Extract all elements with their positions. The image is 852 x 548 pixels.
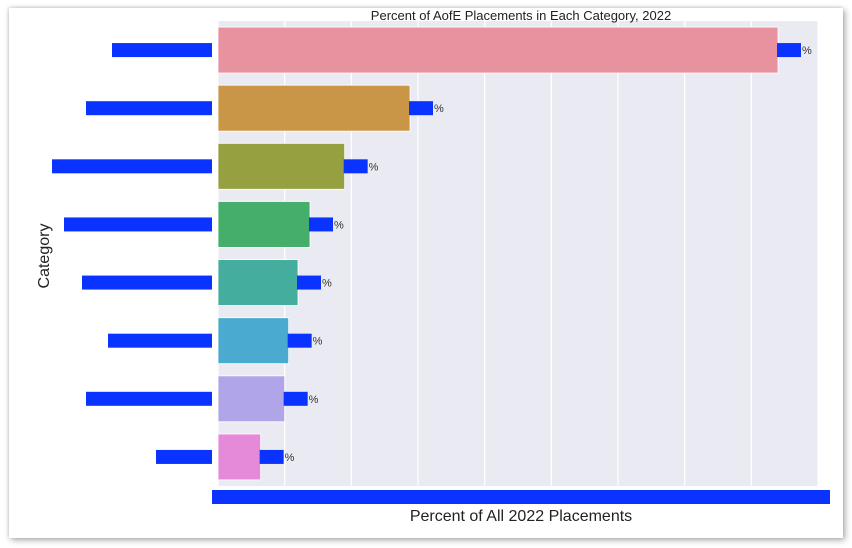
bar-value-labels: %%%%%%%% (259, 43, 812, 464)
bar (217, 259, 299, 306)
x-tick-labels (212, 490, 830, 504)
bar-value-label-redacted (409, 101, 433, 116)
bar (217, 317, 290, 365)
bar (217, 201, 311, 248)
bar-value-label-redacted (309, 217, 333, 232)
y-tick-label-redacted (64, 217, 212, 232)
bar-chart: %%%%%%%% Percent of AofE Placements in E… (36, 8, 830, 525)
y-tick-label-redacted (156, 449, 212, 464)
bar-value-percent-sign: % (334, 219, 344, 231)
y-axis-label: Category (36, 224, 53, 289)
bar-value-label-redacted (777, 43, 801, 58)
bar (217, 142, 346, 190)
bars (217, 26, 779, 481)
x-axis-label: Percent of All 2022 Placements (410, 508, 632, 525)
bar (217, 375, 286, 423)
bar (217, 433, 262, 481)
bar-value-label-redacted (283, 391, 308, 406)
y-tick-label-redacted (82, 275, 212, 290)
bar-value-percent-sign: % (313, 336, 323, 348)
y-tick-label-redacted (86, 101, 212, 116)
bar-value-label-redacted (287, 333, 312, 348)
bar (217, 84, 411, 132)
bar-value-percent-sign: % (285, 452, 295, 464)
y-tick-label-redacted (52, 159, 212, 174)
bar (217, 26, 779, 74)
bar-value-percent-sign: % (309, 394, 319, 406)
chart-title: Percent of AofE Placements in Each Categ… (371, 8, 671, 23)
bar-value-percent-sign: % (322, 278, 332, 290)
bar-value-percent-sign: % (434, 103, 444, 115)
y-tick-labels (52, 43, 212, 464)
y-tick-label-redacted (108, 333, 212, 348)
bar-value-percent-sign: % (369, 161, 379, 173)
bar-value-label-redacted (297, 275, 321, 290)
y-tick-label-redacted (86, 391, 212, 406)
chart-card: %%%%%%%% Percent of AofE Placements in E… (9, 8, 843, 538)
bar-value-label-redacted (343, 159, 368, 174)
y-tick-label-redacted (112, 43, 212, 58)
bar-value-percent-sign: % (802, 45, 812, 57)
bar-value-label-redacted (259, 449, 284, 464)
